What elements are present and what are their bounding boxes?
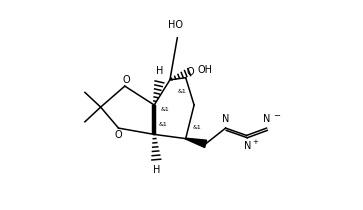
- Text: −: −: [273, 111, 280, 120]
- Text: O: O: [186, 67, 194, 77]
- Text: H: H: [152, 165, 160, 175]
- Text: &1: &1: [158, 122, 167, 127]
- Text: &1: &1: [177, 89, 186, 94]
- Text: N: N: [263, 114, 270, 124]
- Text: N: N: [244, 140, 251, 151]
- Text: O: O: [115, 130, 122, 140]
- Text: OH: OH: [197, 65, 212, 75]
- Text: N: N: [222, 114, 229, 124]
- Text: O: O: [122, 75, 130, 85]
- Text: &1: &1: [193, 125, 202, 130]
- Text: +: +: [253, 139, 258, 145]
- Text: &1: &1: [160, 107, 169, 112]
- Text: H: H: [156, 66, 163, 76]
- Polygon shape: [185, 138, 207, 147]
- Text: HO: HO: [168, 20, 183, 30]
